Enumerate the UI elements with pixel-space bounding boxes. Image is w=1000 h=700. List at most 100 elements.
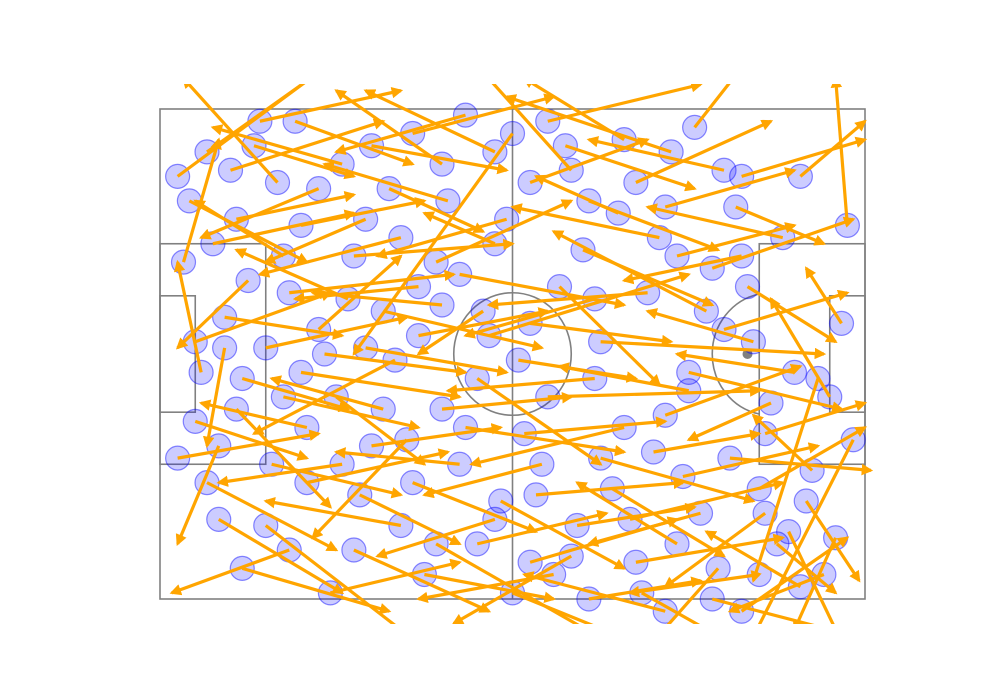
pass-arrow [217, 518, 345, 595]
pass-arrow [333, 447, 460, 466]
pass-arrow [799, 119, 867, 178]
pass-arrow [169, 548, 290, 596]
pass-arrow [335, 395, 427, 466]
pass-arrow [263, 496, 402, 528]
pass-arrow [375, 517, 496, 559]
pass-arrow [522, 84, 625, 141]
right-penalty-arc [711, 293, 760, 415]
pass-arrow [686, 401, 772, 442]
pass-arrow [510, 203, 660, 240]
pass-arrow [365, 346, 509, 377]
pass-arrow [271, 462, 404, 499]
pass-arrow [735, 205, 827, 246]
pass-arrow [746, 285, 838, 344]
pass-arrow [188, 199, 309, 264]
pass-arrow [198, 187, 320, 240]
pass-arrow [259, 86, 404, 123]
pass-arrow [300, 197, 427, 227]
pass-arrow [522, 571, 666, 613]
pass-arrow [306, 448, 451, 485]
pass-arrow [751, 413, 814, 472]
pass-arrow [422, 462, 543, 499]
pass-arrow [575, 481, 678, 546]
pass-arrow [476, 377, 603, 466]
pass-arrow [711, 216, 856, 270]
centre-circle [452, 291, 573, 417]
pass-arrow [422, 211, 496, 246]
pass-arrow [264, 524, 396, 624]
pass-arrow [412, 93, 556, 136]
pass-arrow [194, 419, 310, 461]
pass-arrow [600, 456, 756, 505]
pass-arrow [371, 144, 509, 175]
left-six-yard-box [159, 295, 197, 413]
pass-arrow [499, 499, 627, 570]
pass-arrow [416, 572, 554, 604]
pass-marks [165, 84, 874, 624]
pass-arrow [682, 442, 821, 479]
pass-arrow [486, 291, 648, 311]
pass-arrow [234, 248, 349, 301]
pass-arrow [176, 84, 306, 178]
pass-arrow [711, 597, 815, 624]
pass-arrow [230, 118, 386, 172]
pass-arrow [382, 309, 545, 352]
pass-arrow [645, 203, 784, 240]
pass-arrow [727, 573, 825, 614]
pass-arrow [764, 400, 868, 436]
pass-arrow [793, 537, 838, 624]
pass-arrow [635, 533, 786, 564]
pass-arrow [353, 548, 492, 613]
pass-arrow [463, 297, 596, 339]
pass-arrow [435, 542, 580, 624]
pass-arrow [674, 349, 795, 374]
pass-arrow [300, 370, 462, 402]
pass-arrow [330, 558, 462, 595]
pass-arrow [586, 511, 701, 547]
pass-arrow [352, 132, 514, 356]
pass-arrow [564, 144, 697, 192]
pass-arrow [175, 445, 221, 546]
pass-arrow [535, 477, 686, 497]
pass-arrow [418, 307, 551, 338]
pass-arrow [491, 84, 573, 172]
pass-arrow [664, 167, 797, 209]
pass-arrow [588, 576, 703, 601]
pass-arrow [241, 566, 392, 615]
pass-arrow [375, 217, 508, 260]
pass-arrow [224, 315, 345, 340]
pass-arrow [177, 429, 321, 460]
pass-arrow [257, 236, 402, 278]
pass-arrow [600, 340, 827, 360]
pass-arrow [441, 392, 574, 411]
pass-arrow [693, 84, 731, 129]
pass-arrow [653, 429, 762, 454]
pass-arrow [676, 222, 797, 258]
pass-arrow [529, 321, 674, 347]
pass-arrow [181, 84, 279, 184]
pass-arrow [769, 296, 832, 398]
pass-arrow [547, 84, 703, 123]
pass-arrow [334, 89, 443, 166]
pass-arrow [202, 347, 227, 449]
pass-arrow [216, 462, 343, 487]
pass-arrow [557, 362, 690, 393]
pass-arrow [775, 542, 838, 595]
pass-arrow [704, 530, 802, 589]
pass-arrow [175, 279, 250, 350]
pass-arrow [640, 591, 701, 624]
pass-arrow [787, 530, 835, 624]
pass-arrow [750, 378, 820, 583]
pass-arrow [435, 199, 574, 264]
pass-arrow [198, 399, 308, 430]
pass-arrow [265, 313, 410, 350]
pass-arrow [412, 481, 539, 534]
pass-arrow [371, 423, 504, 448]
pass-arrow [459, 272, 627, 309]
pass-arrows [169, 84, 874, 624]
pass-arrow [740, 536, 850, 613]
pass-arrow [469, 425, 625, 468]
pass-arrow [445, 376, 595, 396]
pass-arrow [576, 502, 697, 528]
